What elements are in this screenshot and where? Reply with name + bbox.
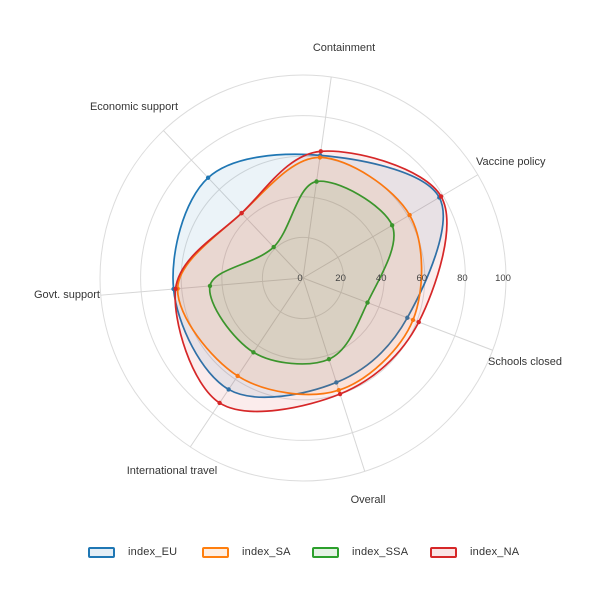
grid-circle	[140, 115, 466, 441]
data-point-index_NA-1	[438, 194, 444, 199]
data-point-index_EU-6	[205, 175, 211, 180]
data-point-index_SA-1	[407, 212, 412, 218]
series-line-index_NA	[174, 150, 448, 413]
data-point-index_EU-2	[405, 315, 410, 320]
legend-swatch-index-eu	[88, 546, 115, 558]
axis-label-govt-support: Govt. support	[34, 289, 100, 301]
legend-label-index-eu: index_EU	[128, 546, 178, 558]
legend-item-index-na[interactable]: index_NA	[430, 546, 519, 558]
radial-tick-label: 80	[457, 273, 468, 284]
legend-swatch-index-sa	[202, 546, 229, 558]
axis-label-vaccine-policy: Vaccine policy	[476, 156, 546, 168]
legend-item-index-eu[interactable]: index_EU	[88, 546, 177, 558]
radial-tick-label: 60	[417, 273, 428, 284]
legend-item-index-ssa[interactable]: index_SSA	[312, 546, 408, 558]
axis-spoke	[302, 277, 493, 351]
data-point-index_EU-4	[226, 387, 231, 392]
data-point-index_NA-4	[217, 400, 222, 406]
legend-swatch-index-na	[430, 546, 457, 558]
axis-label-economic-support: Economic support	[90, 101, 178, 113]
data-point-index_SA-3	[336, 387, 342, 393]
data-point-index_NA-5	[173, 286, 178, 292]
data-point-index_NA-2	[416, 319, 421, 325]
data-point-index_SSA-1	[389, 223, 395, 228]
axis-label-schools-closed: Schools closed	[488, 356, 562, 368]
series-fill-index_SSA	[209, 181, 395, 364]
radial-tick-label: 0	[297, 273, 302, 284]
data-point-index_SSA-4	[251, 350, 256, 355]
data-point-index_NA-3	[337, 391, 343, 397]
axis-label-containment: Containment	[313, 42, 375, 54]
radial-tick-label: 40	[376, 273, 387, 284]
axis-spoke	[100, 277, 304, 296]
data-point-index_SA-0	[317, 155, 323, 160]
series-line-index_EU	[172, 153, 445, 399]
radial-tick-label: 20	[335, 273, 346, 284]
data-point-index_EU-3	[334, 380, 339, 385]
axis-spoke	[302, 76, 332, 279]
data-point-index_NA-0	[318, 149, 323, 154]
grid-circle	[221, 196, 385, 360]
data-point-index_SA-4	[235, 373, 240, 379]
data-point-index_SA-2	[410, 317, 416, 323]
axis-spoke	[189, 277, 304, 448]
legend-swatch-index-ssa	[312, 546, 339, 558]
legend-item-index-sa[interactable]: index_SA	[202, 546, 291, 558]
data-point-index_SSA-6	[271, 244, 276, 250]
series-line-index_SSA	[208, 180, 395, 365]
data-point-index_NA-6	[239, 210, 244, 216]
grid-circle	[261, 236, 345, 320]
legend-label-index-ssa: index_SSA	[352, 546, 409, 558]
radial-tick-label: 100	[495, 273, 511, 284]
series-fill-index_NA	[175, 151, 447, 412]
data-point-index_SSA-0	[314, 179, 319, 184]
data-point-index_SSA-2	[365, 300, 370, 305]
axis-spoke	[302, 277, 366, 472]
axis-label-overall: Overall	[351, 494, 386, 506]
axis-label-international-travel: International travel	[127, 465, 218, 477]
data-point-index_SSA-3	[326, 357, 332, 362]
data-point-index_SSA-5	[207, 283, 213, 289]
legend-label-index-na: index_NA	[470, 546, 520, 558]
legend-label-index-sa: index_SA	[242, 546, 291, 558]
grid-circle	[99, 74, 507, 482]
axis-spoke	[163, 130, 304, 279]
